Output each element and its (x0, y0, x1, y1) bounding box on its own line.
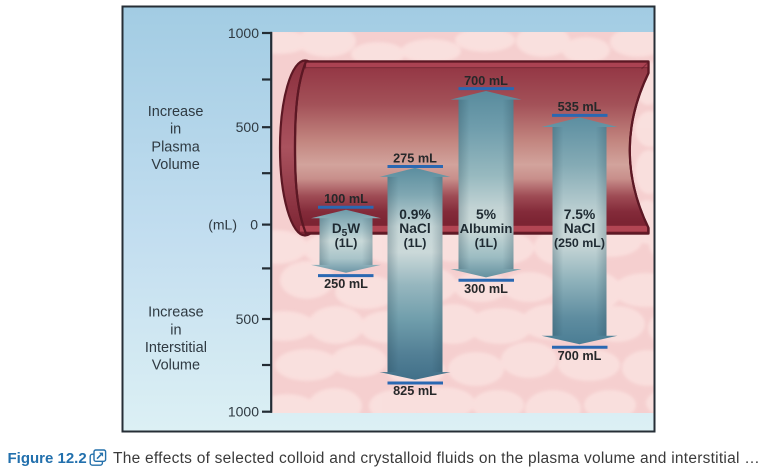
svg-text:7.5%: 7.5% (564, 207, 595, 222)
svg-text:500: 500 (236, 119, 260, 135)
svg-text:D5W: D5W (332, 221, 360, 239)
svg-text:Volume: Volume (151, 157, 199, 173)
svg-text:250 mL: 250 mL (324, 277, 368, 291)
svg-text:(1L): (1L) (475, 236, 498, 250)
svg-text:1000: 1000 (228, 404, 259, 420)
svg-text:(1L): (1L) (335, 236, 358, 250)
svg-text:100 mL: 100 mL (324, 192, 368, 206)
svg-text:Figure 12.2: Figure 12.2 (8, 450, 87, 467)
svg-text:Albumin: Albumin (460, 221, 513, 236)
svg-text:Plasma: Plasma (151, 139, 200, 155)
svg-text:0.9%: 0.9% (399, 207, 430, 222)
svg-text:(250 mL): (250 mL) (554, 236, 605, 250)
svg-text:1000: 1000 (228, 25, 259, 41)
svg-text:Interstitial: Interstitial (145, 340, 207, 356)
svg-text:in: in (170, 322, 181, 338)
svg-text:0: 0 (250, 216, 258, 232)
svg-text:275 mL: 275 mL (393, 152, 437, 166)
svg-text:825 mL: 825 mL (393, 384, 437, 398)
svg-text:NaCl: NaCl (399, 221, 430, 236)
svg-text:700 mL: 700 mL (558, 349, 602, 363)
svg-text:The effects of selected colloi: The effects of selected colloid and crys… (113, 450, 760, 467)
svg-text:535 mL: 535 mL (558, 100, 602, 114)
svg-text:700 mL: 700 mL (464, 74, 508, 88)
svg-text:Volume: Volume (152, 358, 200, 374)
svg-text:Increase: Increase (148, 104, 204, 120)
svg-text:500: 500 (236, 311, 260, 327)
svg-text:in: in (170, 122, 181, 138)
svg-text:(mL): (mL) (208, 216, 237, 232)
svg-text:5%: 5% (476, 207, 496, 222)
svg-text:Increase: Increase (148, 305, 204, 321)
svg-text:(1L): (1L) (404, 236, 427, 250)
svg-text:NaCl: NaCl (564, 221, 595, 236)
svg-text:300 mL: 300 mL (464, 282, 508, 296)
